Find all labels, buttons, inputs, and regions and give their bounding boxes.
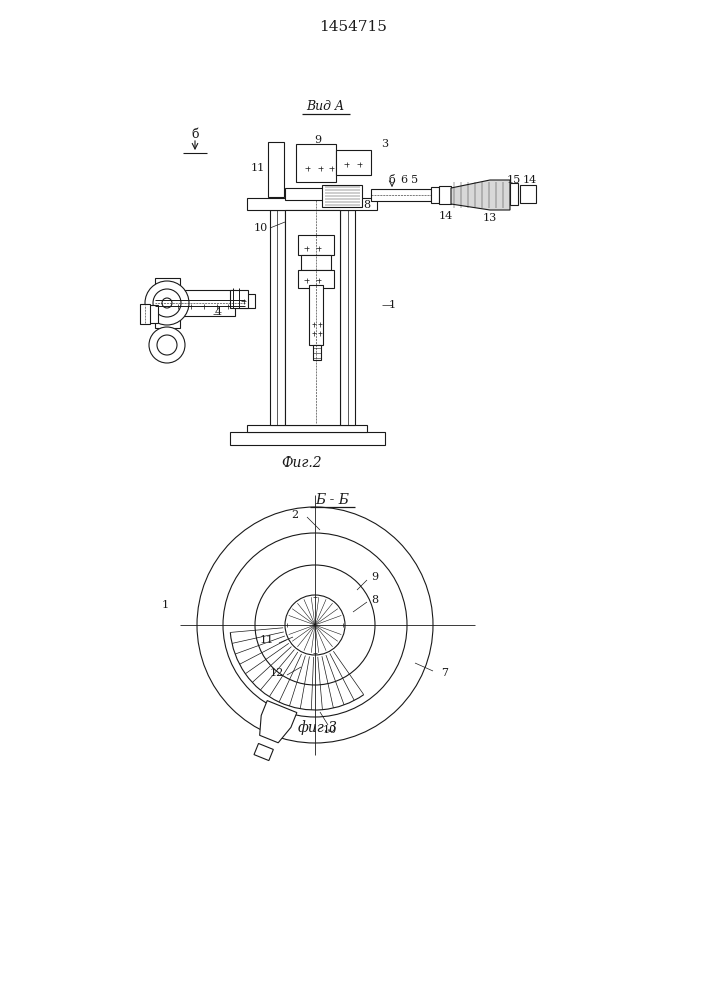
- Bar: [285, 210, 340, 425]
- Bar: [298, 270, 334, 288]
- Text: 9: 9: [315, 135, 322, 145]
- Bar: [230, 290, 248, 308]
- Text: 7: 7: [441, 668, 448, 678]
- Text: 12: 12: [270, 668, 284, 678]
- Bar: [270, 210, 285, 425]
- Circle shape: [153, 289, 181, 317]
- Text: 1: 1: [388, 300, 395, 310]
- Bar: [170, 290, 235, 316]
- Text: 10: 10: [254, 223, 268, 233]
- Bar: [301, 255, 331, 270]
- Text: 11: 11: [260, 635, 274, 645]
- Bar: [237, 294, 255, 308]
- Text: 4: 4: [214, 307, 221, 317]
- Text: 8: 8: [371, 595, 378, 605]
- Bar: [268, 142, 284, 197]
- Bar: [247, 198, 377, 210]
- Text: б: б: [389, 175, 395, 185]
- Text: Вид A: Вид A: [306, 101, 344, 113]
- Bar: [510, 183, 518, 205]
- Text: Фиг.2: Фиг.2: [281, 456, 322, 470]
- Text: 1454715: 1454715: [319, 20, 387, 34]
- Text: Б - Б: Б - Б: [315, 493, 349, 507]
- Bar: [439, 186, 451, 204]
- Text: 3: 3: [382, 139, 389, 149]
- Text: б: б: [192, 128, 199, 141]
- Polygon shape: [259, 701, 297, 743]
- Circle shape: [149, 327, 185, 363]
- Text: 8: 8: [363, 200, 370, 210]
- Text: 1: 1: [161, 600, 168, 610]
- Text: 15: 15: [507, 175, 521, 185]
- Circle shape: [285, 595, 345, 655]
- Bar: [371, 189, 431, 201]
- Bar: [336, 150, 371, 175]
- Text: 13: 13: [483, 213, 497, 223]
- Text: фиг.3: фиг.3: [298, 721, 338, 735]
- Polygon shape: [254, 743, 274, 761]
- Bar: [431, 187, 439, 203]
- Bar: [296, 144, 336, 182]
- Bar: [298, 235, 334, 255]
- Text: 2: 2: [291, 510, 298, 520]
- Circle shape: [145, 281, 189, 325]
- Text: 6: 6: [400, 175, 407, 185]
- Bar: [140, 304, 150, 324]
- Circle shape: [162, 298, 172, 308]
- Bar: [313, 345, 321, 360]
- Text: 14: 14: [523, 175, 537, 185]
- Bar: [520, 185, 536, 203]
- Bar: [247, 425, 367, 432]
- Circle shape: [197, 507, 433, 743]
- Text: 14: 14: [439, 211, 453, 221]
- Bar: [148, 305, 158, 323]
- Bar: [230, 432, 385, 445]
- Circle shape: [255, 565, 375, 685]
- Circle shape: [223, 533, 407, 717]
- Bar: [309, 285, 323, 345]
- Text: 10: 10: [323, 725, 337, 735]
- Bar: [285, 188, 340, 200]
- Circle shape: [157, 335, 177, 355]
- Bar: [155, 278, 180, 328]
- Text: 11: 11: [251, 163, 265, 173]
- Bar: [340, 210, 355, 425]
- Bar: [322, 185, 362, 207]
- Text: 9: 9: [371, 572, 378, 582]
- Text: 5: 5: [411, 175, 419, 185]
- Polygon shape: [451, 180, 510, 210]
